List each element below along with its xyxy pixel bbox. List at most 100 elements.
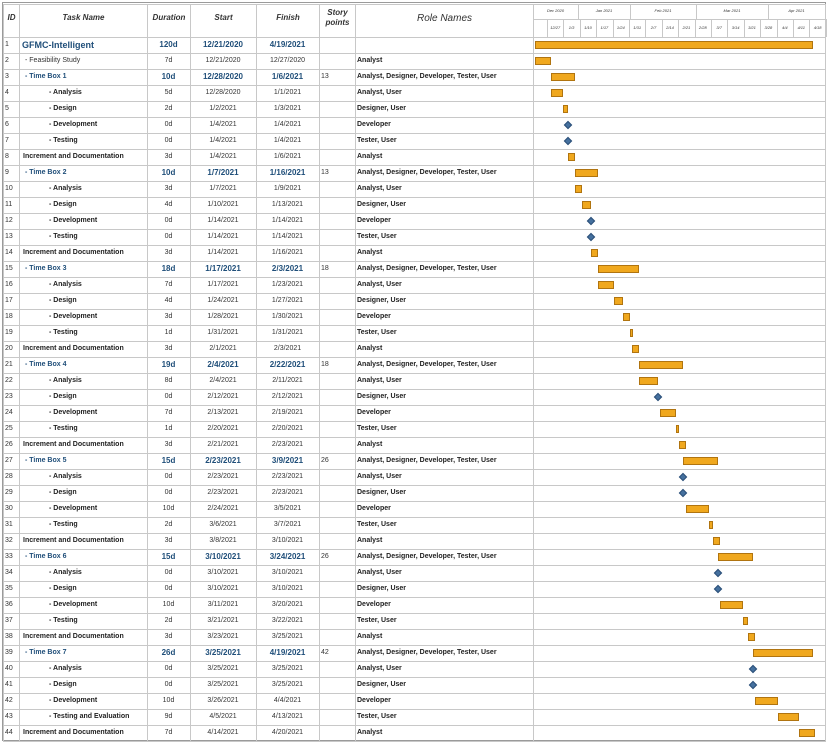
duration-cell: 1d	[164, 425, 173, 432]
start-cell: 2/12/2021	[207, 393, 239, 400]
month-label: Mar 2021	[723, 8, 741, 13]
task-name: - Development	[49, 697, 98, 704]
gantt-bar[interactable]	[581, 201, 591, 209]
gantt-bar[interactable]	[574, 169, 598, 177]
gantt-bar[interactable]	[630, 329, 634, 337]
role-names-cell: Developer	[357, 697, 391, 704]
grid-line	[3, 277, 825, 278]
gantt-bar[interactable]	[754, 697, 778, 705]
story-points-cell	[319, 597, 355, 613]
grid-line	[3, 533, 825, 534]
gantt-bar[interactable]	[798, 729, 815, 737]
gantt-bar[interactable]	[551, 89, 564, 97]
grid-line	[190, 4, 191, 742]
role-names-cell: Developer	[357, 601, 391, 608]
task-name: - Development	[49, 505, 98, 512]
start-cell: 2/24/2021	[207, 505, 239, 512]
header-start: Start	[214, 13, 233, 22]
row-id: 26	[5, 441, 13, 448]
gantt-bar[interactable]	[639, 377, 658, 385]
task-name: - Testing	[49, 137, 78, 144]
duration-cell: 4d	[164, 201, 173, 208]
finish-cell: 4/13/2021	[271, 713, 304, 720]
start-cell: 2/4/2021	[209, 377, 237, 384]
role-names-cell: Developer	[357, 409, 391, 416]
role-names-cell: Analyst	[357, 57, 383, 64]
grid-line	[825, 19, 827, 37]
story-points-cell	[319, 373, 355, 389]
row-id: 40	[5, 665, 13, 672]
gantt-bar[interactable]	[717, 553, 753, 561]
start-cell: 3/26/2021	[207, 697, 239, 704]
gantt-bar[interactable]	[708, 521, 714, 529]
finish-cell: 3/25/2021	[271, 681, 304, 688]
grid-line	[3, 421, 825, 422]
duration-cell: 18d	[161, 264, 176, 273]
story-points-cell	[319, 389, 355, 405]
gantt-bar[interactable]	[623, 313, 631, 321]
gantt-bar[interactable]	[720, 601, 744, 609]
gantt-bar[interactable]	[597, 281, 614, 289]
duration-cell: 7d	[164, 409, 173, 416]
finish-cell: 3/10/2021	[271, 585, 304, 592]
role-names-cell: Developer	[357, 505, 391, 512]
start-cell: 12/28/2020	[202, 72, 244, 81]
task-name: - Time Box 4	[25, 361, 67, 368]
role-names-cell: Developer	[357, 121, 391, 128]
gantt-bar[interactable]	[590, 249, 598, 257]
grid-line	[3, 293, 825, 294]
week-label: 1/17	[600, 25, 609, 30]
gantt-bar[interactable]	[632, 345, 640, 353]
role-names-cell: Designer, User	[357, 297, 407, 304]
story-points-cell	[319, 293, 355, 309]
gantt-bar[interactable]	[678, 441, 686, 449]
gantt-bar[interactable]	[685, 505, 709, 513]
grid-line	[3, 741, 825, 742]
row-id: 4	[5, 89, 9, 96]
gantt-bar[interactable]	[747, 633, 755, 641]
week-label: 1/10	[584, 25, 592, 30]
story-points-cell: 18	[321, 265, 329, 272]
gantt-bar[interactable]	[535, 57, 552, 65]
start-cell: 2/4/2021	[207, 360, 239, 369]
gantt-bar[interactable]	[563, 105, 568, 113]
gantt-bar[interactable]	[743, 617, 748, 625]
gantt-bar[interactable]	[613, 297, 624, 305]
gantt-bar[interactable]	[683, 457, 718, 465]
gantt-bar[interactable]	[567, 153, 575, 161]
task-name: - Design	[49, 297, 77, 304]
gantt-bar[interactable]	[660, 409, 677, 417]
start-cell: 12/21/2020	[202, 40, 244, 49]
week-label: 2/21	[682, 25, 691, 30]
duration-cell: 120d	[159, 40, 178, 49]
grid-line	[661, 19, 663, 37]
row-id: 30	[5, 505, 13, 512]
task-name: - Design	[49, 393, 77, 400]
role-names-cell: Designer, User	[357, 393, 407, 400]
gantt-bar[interactable]	[778, 713, 799, 721]
grid-line	[768, 4, 769, 20]
row-id: 27	[5, 457, 13, 464]
grid-line	[19, 4, 20, 742]
grid-line	[3, 373, 825, 374]
role-names-cell: Analyst, User	[357, 185, 402, 192]
gantt-bar[interactable]	[676, 425, 680, 433]
grid-line	[3, 213, 825, 214]
story-points-cell	[319, 229, 355, 245]
start-cell: 3/10/2021	[207, 569, 239, 576]
gantt-bar[interactable]	[639, 361, 684, 369]
gantt-bar[interactable]	[535, 41, 813, 49]
finish-cell: 3/22/2021	[271, 617, 304, 624]
story-points-cell	[319, 405, 355, 421]
gantt-bar[interactable]	[752, 649, 813, 657]
finish-cell: 2/3/2021	[271, 264, 304, 273]
start-cell: 1/14/2021	[207, 217, 239, 224]
grid-line	[612, 19, 614, 37]
gantt-bar[interactable]	[574, 185, 582, 193]
gantt-bar[interactable]	[597, 265, 640, 273]
gantt-bar[interactable]	[713, 537, 721, 545]
gantt-bar[interactable]	[551, 73, 575, 81]
story-points-cell	[319, 693, 355, 709]
header-story-points: Story points	[325, 8, 350, 27]
role-names-cell: Tester, User	[357, 425, 397, 432]
